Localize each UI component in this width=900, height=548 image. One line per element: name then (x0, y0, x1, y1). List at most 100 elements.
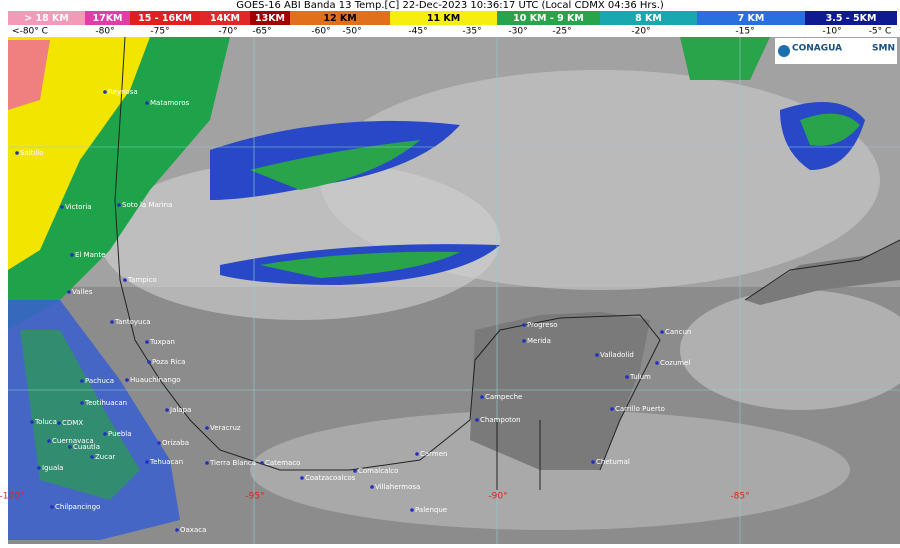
height-label: 11 KM (427, 13, 460, 24)
city-label: Chetumal (596, 458, 630, 466)
height-label: > 18 KM (24, 13, 69, 24)
height-label: 12 KM (323, 13, 356, 24)
city-dot (353, 469, 357, 473)
temp-label: -45° (408, 27, 427, 37)
city-label: Progreso (527, 321, 558, 329)
city-label: Tampico (127, 276, 157, 284)
scale-segment (250, 11, 290, 25)
city-dot (90, 455, 94, 459)
height-label: 17KM (92, 13, 122, 24)
city-label: Comalcalco (358, 467, 398, 475)
city-dot (30, 420, 34, 424)
temp-label: -5° C (869, 27, 892, 37)
city-label: Valles (72, 288, 93, 296)
scale-segment (497, 11, 600, 25)
temp-label: -30° (508, 27, 527, 37)
city-dot (625, 375, 629, 379)
city-dot (15, 151, 19, 155)
city-label: Cancun (665, 328, 691, 336)
temp-label: -50° (342, 27, 361, 37)
longitude-labels: -100° -95° -90° -85° (0, 492, 750, 502)
city-label: Saltillo (20, 149, 44, 157)
longitude-label: -85° (730, 492, 749, 502)
city-label: Jalapa (169, 406, 191, 414)
city-dot (205, 426, 209, 430)
height-label: 3.5 - 5KM (826, 13, 877, 24)
city-label: Pachuca (85, 377, 114, 385)
city-label: Oaxaca (180, 526, 206, 534)
city-dot (60, 205, 64, 209)
longitude-label: -95° (245, 492, 264, 502)
coastlines (114, 36, 900, 490)
city-dot (110, 320, 114, 324)
city-label: Villahermosa (375, 483, 420, 491)
scale-segment (805, 11, 897, 25)
city-label: Reynosa (108, 88, 138, 96)
city-label: Carmen (420, 450, 448, 458)
city-dot (610, 407, 614, 411)
scale-segment (600, 11, 697, 25)
city-label: Puebla (108, 430, 132, 438)
city-dot (145, 460, 149, 464)
city-dot (165, 408, 169, 412)
city-dot (103, 432, 107, 436)
city-dot (175, 528, 179, 532)
city-label: Tierra Blanca (209, 459, 256, 467)
city-label: Poza Rica (152, 358, 185, 366)
city-dot (67, 290, 71, 294)
city-label: Catemaco (265, 459, 300, 467)
city-dot (591, 460, 595, 464)
city-label: Tulum (629, 373, 651, 381)
city-label: Carrillo Puerto (615, 405, 665, 413)
city-dot (660, 330, 664, 334)
city-dot (123, 278, 127, 282)
city-label: Chilpancingo (55, 503, 100, 511)
city-dot (260, 461, 264, 465)
city-label: Tehuacan (149, 458, 183, 466)
logo-box: CONAGUA SMN (775, 38, 897, 64)
city-label: Palenque (415, 506, 447, 514)
city-label: Orizaba (162, 439, 189, 447)
height-label: 8 KM (635, 13, 662, 24)
city-dot (300, 476, 304, 480)
height-label: 10 KM - 9 KM (513, 13, 584, 24)
city-dot (147, 360, 151, 364)
temp-label: -15° (735, 27, 754, 37)
city-label: Tantoyuca (114, 318, 151, 326)
city-label: Coatzacoalcos (305, 474, 356, 482)
city-dot (595, 353, 599, 357)
city-dot (125, 378, 129, 382)
longitude-label: -100° (0, 492, 24, 502)
temp-label: -70° (218, 27, 237, 37)
city-label: Veracruz (210, 424, 241, 432)
city-label: Merida (527, 337, 551, 345)
city-label: Soto la Marina (122, 201, 172, 209)
temp-label: -60° (311, 27, 330, 37)
temp-label: -75° (150, 27, 169, 37)
city-label: Zucar (95, 453, 115, 461)
city-label: CDMX (62, 419, 83, 427)
city-label: El Mante (75, 251, 105, 259)
scale-segment (390, 11, 497, 25)
city-dot (410, 508, 414, 512)
scale-segment (8, 11, 85, 25)
height-label: 15 - 16KM (138, 13, 192, 24)
city-dot (522, 323, 526, 327)
city-label: Champoton (480, 416, 521, 424)
city-label: Iguala (42, 464, 63, 472)
height-label: 14KM (210, 13, 240, 24)
city-dot (37, 466, 41, 470)
temp-label: -20° (631, 27, 650, 37)
temp-label: -25° (552, 27, 571, 37)
city-label: Tuxpan (149, 338, 175, 346)
city-label: Huauchinango (130, 376, 181, 384)
city-dot (475, 418, 479, 422)
city-dot (157, 441, 161, 445)
city-label: Cuernavaca (52, 437, 94, 445)
logo-smn: SMN (872, 44, 895, 54)
city-dot (370, 485, 374, 489)
city-label: Toluca (34, 418, 57, 426)
temp-label: -80° (95, 27, 114, 37)
city-dot (655, 361, 659, 365)
